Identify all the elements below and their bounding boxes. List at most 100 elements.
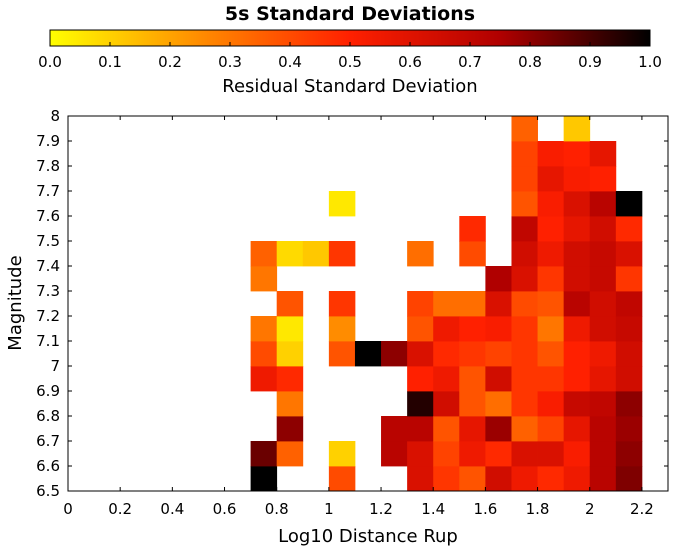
x-tick-label: 0.2 (108, 500, 132, 518)
heatmap-cell (459, 441, 486, 467)
heatmap-cell (537, 341, 565, 367)
y-tick-label: 7.2 (36, 307, 60, 325)
heatmap-cell (328, 341, 356, 367)
heatmap-cell (589, 441, 617, 467)
heatmap-cell (511, 191, 538, 217)
heatmap-cell (407, 241, 434, 267)
heatmap-cell (485, 391, 512, 417)
heatmap-cell (615, 391, 643, 417)
heatmap-cell (537, 191, 565, 217)
heatmap-cell (615, 191, 643, 217)
y-tick-label: 7.1 (36, 332, 60, 350)
x-tick-label: 0.8 (265, 500, 289, 518)
heatmap-cell (276, 391, 304, 417)
heatmap-cell (459, 466, 486, 492)
heatmap-cell (328, 191, 356, 217)
heatmap-cell (615, 341, 643, 367)
heatmap-cell (433, 291, 460, 317)
heatmap-cell (615, 416, 643, 442)
heatmap-cell (459, 291, 486, 317)
heatmap-cell (485, 366, 512, 392)
heatmap-cell (589, 141, 617, 167)
heatmap-cell (250, 341, 278, 367)
heatmap-cell (302, 241, 330, 267)
heatmap-cell (563, 466, 591, 492)
x-tick-label: 0.6 (213, 500, 237, 518)
colorbar-tick-label: 0.7 (458, 53, 482, 71)
heatmap-cell (485, 316, 512, 342)
heatmap-cell (276, 291, 304, 317)
heatmap-cell (511, 141, 538, 167)
heatmap-cell (511, 166, 538, 192)
heatmap-cell (537, 216, 565, 242)
heatmap-cell (537, 416, 565, 442)
heatmap-cell (563, 341, 591, 367)
heatmap-cell (459, 391, 486, 417)
colorbar-tick-label: 0.1 (98, 53, 122, 71)
heatmap-cell (537, 241, 565, 267)
heatmap-cell (485, 266, 512, 292)
heatmap-cell (511, 291, 538, 317)
y-tick-label: 6.7 (36, 432, 60, 450)
x-tick-label: 1.4 (421, 500, 445, 518)
colorbar-ticks: 0.0 0.1 0.2 0.3 0.4 0.5 0.6 0.7 0.8 0.9 1.0 (38, 42, 662, 71)
heatmap-cell (407, 366, 434, 392)
heatmap-cell (433, 366, 460, 392)
heatmap-cell (615, 441, 643, 467)
heatmap-cell (459, 216, 486, 242)
y-tick-label: 7.4 (36, 257, 60, 275)
heatmap-cell (485, 466, 512, 492)
colorbar-tick-label: 0.4 (278, 53, 302, 71)
y-tick-label: 6.9 (36, 382, 60, 400)
heatmap-cell (615, 366, 643, 392)
heatmap-cell (511, 416, 538, 442)
heatmap-cell (563, 141, 591, 167)
y-tick-label: 8 (50, 107, 60, 125)
heatmap-cell (250, 316, 278, 342)
heatmap-cell (459, 416, 486, 442)
colorbar-tick-label: 0.0 (38, 53, 62, 71)
heatmap-cell (407, 341, 434, 367)
heatmap-cell (589, 191, 617, 217)
y-tick-label: 6.5 (36, 482, 60, 500)
heatmap-cell (433, 316, 460, 342)
heatmap-cell (407, 441, 434, 467)
heatmap-cell (511, 341, 538, 367)
heatmap-cells (250, 116, 643, 492)
heatmap-cell (328, 441, 356, 467)
heatmap-cell (615, 316, 643, 342)
colorbar-tick-label: 0.3 (218, 53, 242, 71)
heatmap-cell (615, 266, 643, 292)
heatmap-cell (563, 291, 591, 317)
heatmap-cell (511, 266, 538, 292)
x-tick-label: 1 (324, 500, 334, 518)
y-axis-ticks: 6.5 6.6 6.7 6.8 6.9 7 7.1 7.2 7.3 7.4 7.5 7.6 7.7 7.8… (36, 107, 668, 500)
heatmap-cell (328, 316, 356, 342)
x-tick-label: 1.2 (369, 500, 393, 518)
y-axis-label: Magnitude (5, 255, 26, 350)
heatmap-cell (407, 391, 434, 417)
heatmap-cell (354, 341, 382, 367)
heatmap-cell (459, 316, 486, 342)
heatmap-cell (276, 416, 304, 442)
heatmap-cell (589, 216, 617, 242)
heatmap-cell (276, 441, 304, 467)
heatmap-cell (485, 291, 512, 317)
x-tick-label: 0 (63, 500, 73, 518)
heatmap-cell (407, 316, 434, 342)
x-axis-ticks: 0 0.2 0.4 0.6 0.8 1 1.2 1.4 1.6 1.8 2 2.2 (63, 116, 654, 518)
heatmap-cell (537, 391, 565, 417)
heatmap-cell (276, 366, 304, 392)
heatmap-cell (250, 466, 278, 492)
heatmap-cell (381, 416, 408, 442)
heatmap-cell (433, 416, 460, 442)
heatmap-cell (563, 191, 591, 217)
x-tick-label: 1.6 (473, 500, 497, 518)
heatmap-cell (537, 441, 565, 467)
heatmap-cell (485, 441, 512, 467)
y-tick-label: 7 (50, 357, 60, 375)
x-tick-label: 2 (585, 500, 595, 518)
heatmap-cell (433, 341, 460, 367)
heatmap-cell (485, 416, 512, 442)
